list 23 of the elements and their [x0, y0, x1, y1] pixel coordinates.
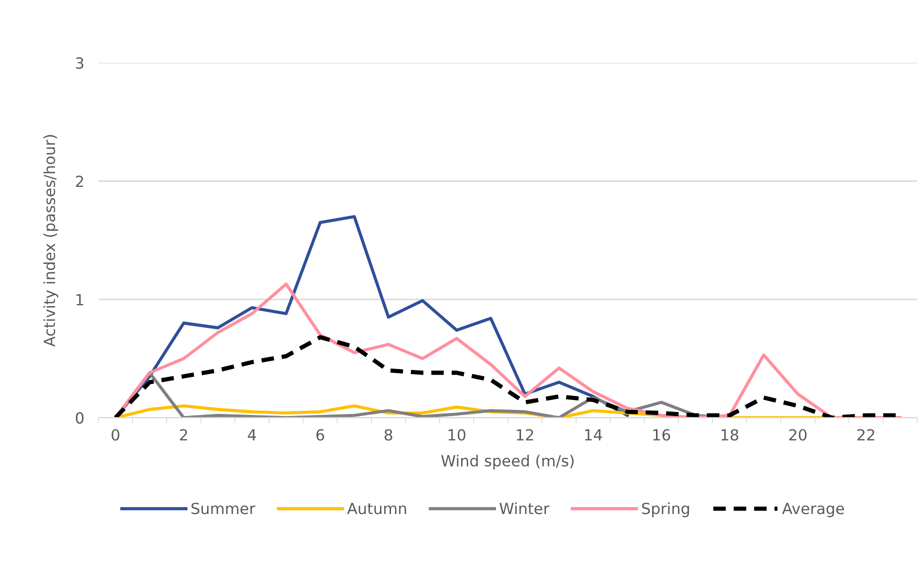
x-tick-label: 2: [180, 429, 188, 440]
x-tick-label: 6: [316, 429, 324, 441]
x-tick-label: 8: [384, 429, 392, 441]
x-tick-label: 22: [857, 429, 874, 440]
x-tick-label: 4: [248, 429, 256, 440]
y-tick-label: 0: [76, 412, 84, 424]
legend-label: Average: [782, 502, 844, 518]
x-axis-title: Wind speed (m/s): [441, 454, 574, 470]
y-axis-title: Activity index (passes/hour): [43, 135, 58, 347]
y-tick-label: 3: [76, 57, 84, 69]
y-tick-label: 2: [76, 176, 84, 187]
x-tick-label: 16: [653, 429, 670, 441]
x-tick-label: 12: [516, 429, 534, 440]
legend-label: Winter: [500, 502, 550, 514]
x-tick-label: 10: [448, 429, 466, 441]
y-tick-label: 1: [76, 294, 84, 306]
x-tick-label: 18: [722, 429, 738, 441]
x-tick-label: 14: [585, 429, 602, 440]
x-tick-label: 20: [789, 429, 807, 441]
legend-label: Spring: [642, 502, 689, 518]
x-tick-label: 0: [112, 429, 120, 441]
legend-label: Summer: [192, 502, 256, 514]
legend-label: Autumn: [347, 502, 406, 514]
